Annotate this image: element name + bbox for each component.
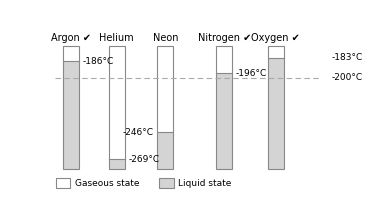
Text: Nitrogen ✔: Nitrogen ✔ [198,33,251,43]
Bar [63,46,79,169]
Bar [63,61,79,169]
Bar [160,178,174,189]
Text: Gaseous state: Gaseous state [75,179,139,187]
Bar [109,159,125,169]
Text: -269°C: -269°C [128,155,160,164]
Bar [268,46,284,58]
Bar [157,46,173,169]
Bar [157,46,173,132]
Bar [216,73,232,169]
Bar [268,46,284,169]
Bar [268,58,284,169]
Bar [216,46,232,73]
Text: Liquid state: Liquid state [178,179,231,187]
Bar [157,132,173,169]
Text: -246°C: -246°C [123,128,154,137]
Text: -183°C: -183°C [332,53,363,62]
Text: -186°C: -186°C [83,57,114,66]
Text: Oxygen ✔: Oxygen ✔ [251,33,300,43]
Bar [56,178,70,189]
Bar [109,46,125,159]
Text: Neon: Neon [152,33,178,43]
Text: Argon ✔: Argon ✔ [51,33,91,43]
Bar [109,46,125,169]
Text: Helium: Helium [100,33,134,43]
Text: -200°C: -200°C [332,73,363,82]
Text: -196°C: -196°C [236,69,267,78]
Bar [63,46,79,61]
Bar [216,46,232,169]
